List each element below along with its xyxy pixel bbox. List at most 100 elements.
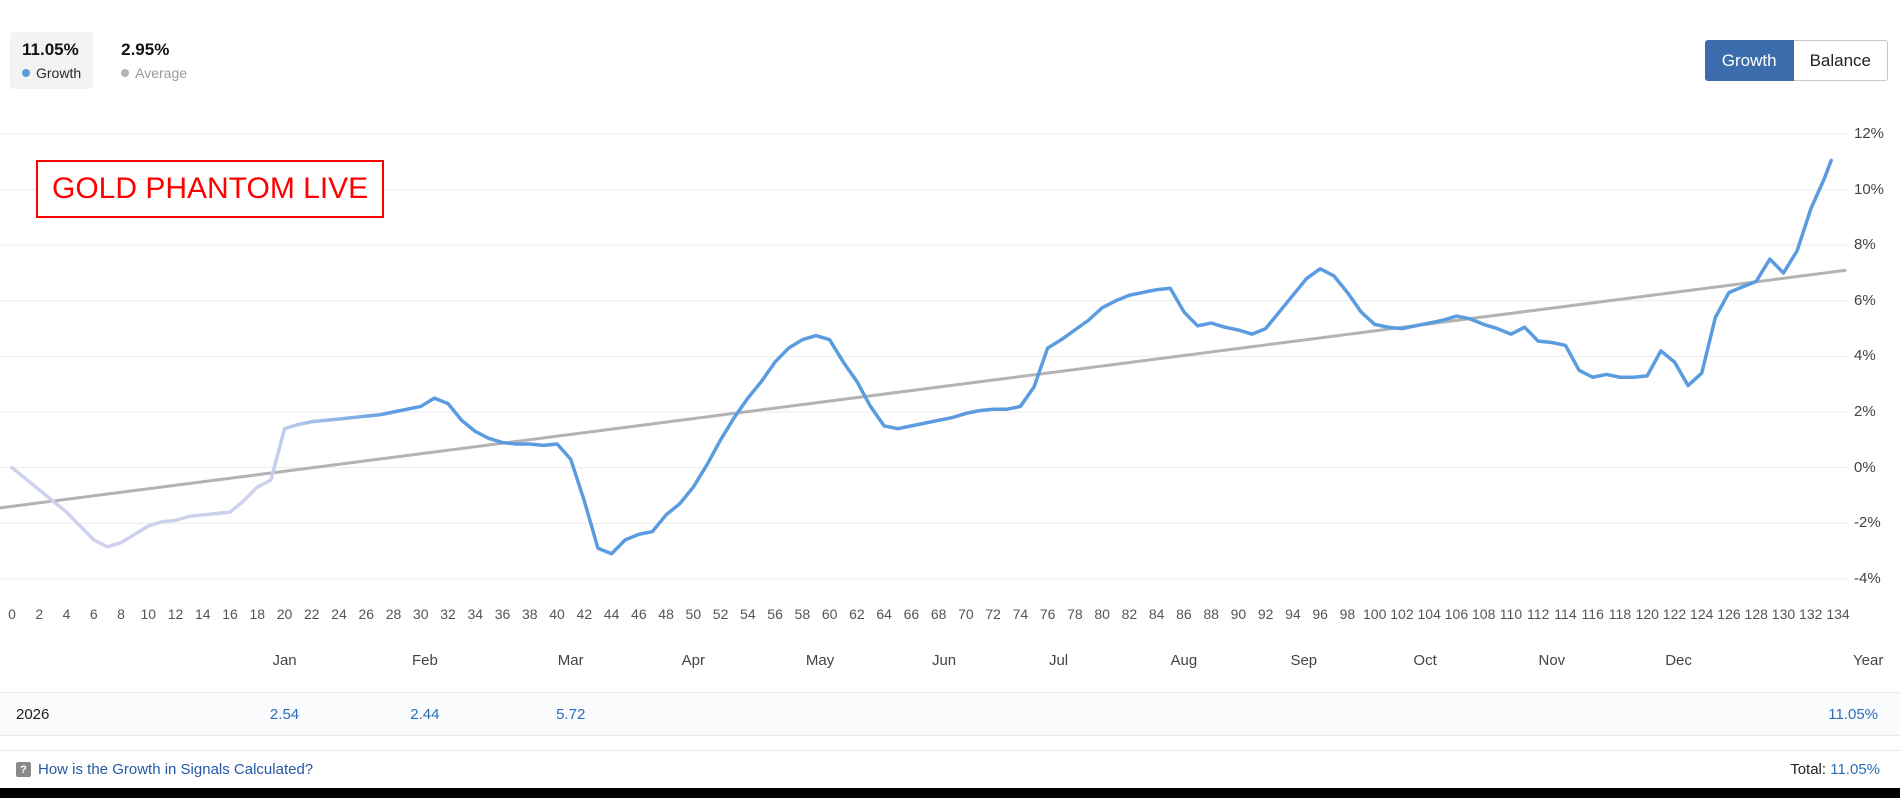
x-tick-label: 6: [89, 606, 98, 622]
x-tick-label: 120: [1635, 606, 1659, 622]
legend-average[interactable]: 2.95% Average: [109, 32, 199, 89]
balance-button[interactable]: Balance: [1793, 40, 1888, 81]
x-tick-label: 12: [167, 606, 184, 622]
chart-legend: 11.05% Growth 2.95% Average: [10, 32, 199, 89]
x-tick-label: 26: [358, 606, 375, 622]
x-tick-label: 50: [685, 606, 702, 622]
x-tick-label: 4: [62, 606, 71, 622]
x-tick-label: 52: [712, 606, 729, 622]
x-tick-label: 96: [1312, 606, 1328, 622]
x-tick-label: 106: [1444, 606, 1469, 622]
legend-growth[interactable]: 11.05% Growth: [10, 32, 94, 89]
year-row-cell: 2.44: [410, 706, 440, 723]
x-tick-label: 94: [1285, 606, 1301, 622]
chart-footer: ? How is the Growth in Signals Calculate…: [0, 750, 1900, 788]
year-total-value: 11.05%: [1828, 706, 1878, 723]
x-tick-label: 66: [903, 606, 920, 622]
x-tick-label: 18: [249, 606, 266, 622]
x-tick-label: 54: [740, 606, 756, 622]
x-tick-label: 64: [876, 606, 892, 622]
x-tick-label: 100: [1362, 606, 1387, 622]
y-axis-label: -4%: [1854, 569, 1881, 587]
y-axis-label: 8%: [1854, 236, 1876, 254]
y-axis-label: 0%: [1854, 458, 1876, 476]
y-axis-label: 2%: [1854, 403, 1876, 420]
x-tick-label: 68: [930, 606, 947, 622]
x-tick-label: 34: [467, 606, 484, 622]
x-tick-label: 0: [8, 606, 16, 622]
x-tick-label: 112: [1527, 606, 1550, 622]
x-tick-label: 116: [1581, 606, 1604, 622]
x-tick-label: 98: [1339, 606, 1356, 622]
x-tick-label: 10: [140, 606, 157, 622]
x-tick-label: 92: [1257, 606, 1274, 622]
growth-dot-icon: [22, 69, 30, 77]
help-link-text: How is the Growth in Signals Calculated?: [38, 761, 314, 778]
x-tick-label: 40: [549, 606, 565, 622]
x-tick-label: 128: [1744, 606, 1768, 622]
x-tick-label: 56: [767, 606, 783, 622]
month-label: Oct: [1413, 652, 1437, 669]
y-axis-label: 12%: [1854, 125, 1885, 142]
month-label: Mar: [557, 652, 584, 669]
x-tick-label: 8: [117, 606, 125, 622]
x-tick-label: 24: [331, 606, 347, 622]
x-tick-label: 82: [1121, 606, 1138, 622]
x-tick-label: 36: [494, 606, 511, 622]
x-tick-label: 86: [1176, 606, 1192, 622]
average-line: [0, 268, 1847, 510]
month-label: May: [805, 652, 835, 669]
total-growth: Total: 11.05%: [1790, 761, 1880, 778]
x-tick-label: 132: [1799, 606, 1823, 622]
x-tick-label: 46: [631, 606, 647, 622]
x-tick-label: 80: [1094, 606, 1110, 622]
month-label: Feb: [411, 652, 438, 669]
x-tick-label: 70: [958, 606, 974, 622]
x-tick-label: 84: [1148, 606, 1165, 622]
month-label: Jul: [1048, 652, 1069, 669]
x-tick-label: 122: [1662, 606, 1687, 622]
x-tick-label: 76: [1039, 606, 1056, 622]
growth-chart: [0, 133, 1848, 580]
growth-help-link[interactable]: ? How is the Growth in Signals Calculate…: [16, 761, 313, 778]
x-axis-ticks: 0 2 4 6 8 10 12 14 16 18 20 22 24 26 28 30 32 34 36 38 40 42 4…: [0, 606, 1900, 628]
chart-mode-toggle: Growth Balance: [1704, 40, 1888, 81]
month-label: Nov: [1538, 652, 1566, 669]
x-tick-label: 130: [1771, 606, 1796, 622]
total-value: 11.05%: [1830, 761, 1880, 778]
x-tick-label: 16: [222, 606, 238, 622]
x-tick-label: 22: [303, 606, 320, 622]
x-tick-label: 38: [522, 606, 538, 622]
x-tick-label: 118: [1608, 606, 1632, 622]
x-tick-label: 60: [821, 606, 838, 622]
x-tick-label: 134: [1826, 606, 1850, 622]
x-tick-label: 58: [794, 606, 811, 622]
year-row-label: 2026: [16, 706, 50, 723]
x-tick-label: 2: [35, 606, 44, 622]
year-row-cell: 5.72: [556, 706, 586, 723]
year-row: 2026 2.54 2.44 5.72 11.05%: [0, 692, 1900, 736]
x-tick-label: 20: [276, 606, 293, 622]
growth-button[interactable]: Growth: [1704, 40, 1794, 81]
growth-percent-value: 11.05%: [22, 40, 79, 59]
x-tick-label: 90: [1230, 606, 1247, 622]
month-label: Dec: [1665, 652, 1692, 669]
month-label: Aug: [1170, 652, 1198, 669]
year-axis-label: Year: [1853, 652, 1884, 669]
x-tick-label: 32: [440, 606, 456, 622]
x-tick-label: 104: [1417, 606, 1441, 622]
help-icon: ?: [16, 762, 31, 777]
y-axis-label: -2%: [1854, 514, 1881, 532]
growth-legend-label: Growth: [36, 65, 82, 81]
growth-line: [10, 158, 1833, 556]
y-axis-label: 10%: [1854, 180, 1885, 198]
average-percent-value: 2.95%: [121, 40, 170, 59]
x-tick-label: 78: [1067, 606, 1083, 622]
month-label: Apr: [681, 652, 705, 669]
x-tick-label: 48: [658, 606, 674, 622]
x-tick-label: 108: [1472, 606, 1496, 622]
x-tick-label: 72: [985, 606, 1001, 622]
bottom-bar: [0, 788, 1900, 798]
x-tick-label: 74: [1012, 606, 1029, 622]
